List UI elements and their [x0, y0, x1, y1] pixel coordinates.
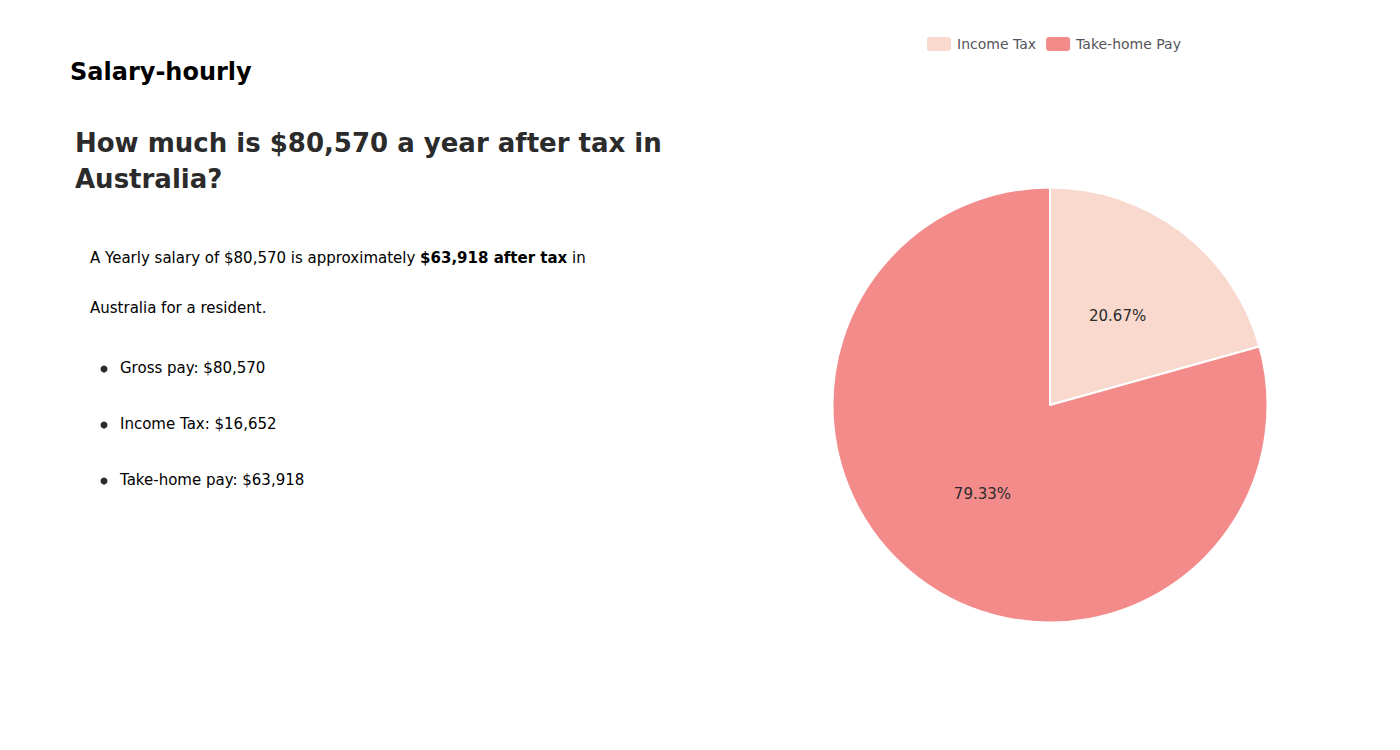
svg-text:Take-home pay: $63,918: Take-home pay: $63,918: [119, 471, 304, 489]
svg-text:Take-home Pay: Take-home Pay: [1075, 36, 1181, 52]
svg-text:20.67%: 20.67%: [1089, 307, 1146, 325]
svg-text:Income Tax: $16,652: Income Tax: $16,652: [120, 415, 277, 433]
svg-text:$63,918 after tax: $63,918 after tax: [420, 249, 567, 267]
svg-text:79.33%: 79.33%: [954, 485, 1011, 503]
svg-text:Australia?: Australia?: [75, 164, 222, 194]
svg-text:alary-hourly: alary-hourly: [87, 58, 252, 86]
svg-text:Income Tax: Income Tax: [957, 36, 1036, 52]
svg-text:S: S: [70, 58, 87, 86]
svg-text:How much is $80,570 a year aft: How much is $80,570 a year after tax in: [75, 128, 662, 158]
svg-text:Gross pay: $80,570: Gross pay: $80,570: [120, 359, 265, 377]
svg-text:A Yearly salary of $80,570 is: A Yearly salary of $80,570 is approximat…: [90, 249, 420, 267]
svg-text:in: in: [567, 249, 585, 267]
svg-text:Australia for a resident.: Australia for a resident.: [90, 299, 266, 317]
